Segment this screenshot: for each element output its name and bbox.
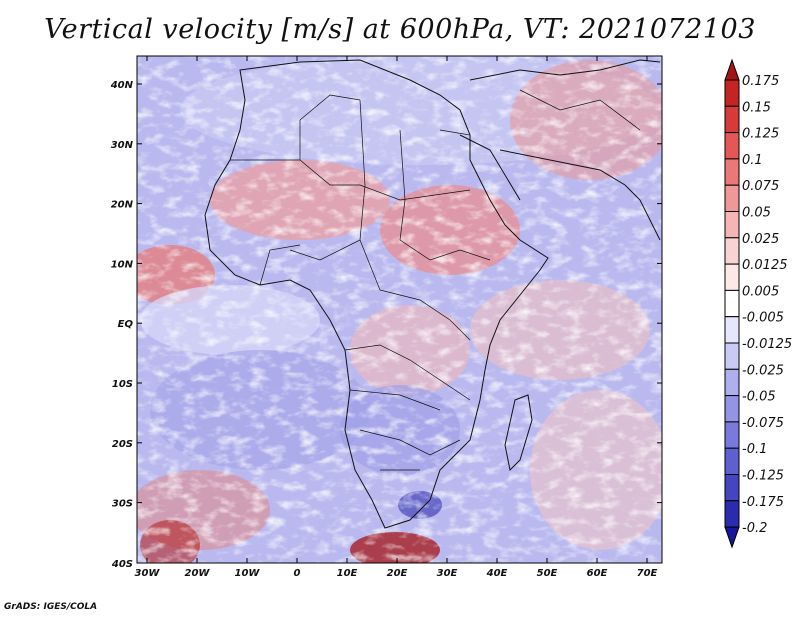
colorbar-swatch [724, 368, 740, 397]
lon-tick-label: 50E [537, 568, 558, 579]
lon-tick-label: 60E [587, 568, 608, 579]
colorbar-swatch [724, 474, 740, 502]
colorbar-swatch [724, 500, 740, 528]
colorbar-bottom-arrow [724, 526, 740, 549]
colorbar-swatch [724, 237, 740, 265]
colorbar-swatch [724, 211, 740, 239]
lat-tick-label: 10N [111, 259, 134, 270]
colorbar-label: 0.005 [742, 284, 779, 299]
lon-tick-label: 20E [387, 568, 408, 579]
latitude-axis: 40N 30N 20N 10N EQ 10S 20S 30S 40S [110, 80, 662, 570]
colorbar-swatch [724, 316, 740, 344]
grads-credit: GrADS: IGES/COLA [4, 602, 98, 612]
colorbar-swatch [724, 421, 740, 449]
colorbar-label: 0.125 [742, 127, 779, 142]
colorbar-label: -0.0125 [742, 337, 792, 352]
chart-title: Vertical velocity [m/s] at 600hPa, VT: 2… [44, 14, 756, 45]
colorbar-label: 0.025 [742, 232, 779, 247]
colorbar-label: -0.1 [742, 442, 767, 457]
colorbar-label: 0.15 [742, 100, 771, 115]
colorbar-label: 0.1 [742, 153, 763, 168]
lat-tick-label: 40S [111, 559, 133, 570]
lat-tick-label: 30N [111, 140, 134, 151]
colorbar-swatch [724, 158, 740, 186]
lon-tick-label: 40E [486, 568, 508, 579]
colorbar-swatch [724, 79, 740, 107]
lat-tick-label: EQ [118, 319, 134, 330]
colorbar-label: 0.075 [742, 179, 779, 194]
lat-tick-label: 10S [112, 379, 133, 390]
lat-tick-label: 40N [110, 80, 134, 91]
colorbar-swatch [724, 184, 740, 212]
colorbar-label: -0.2 [742, 521, 767, 536]
velocity-field [137, 56, 662, 563]
lon-tick-label: 30E [437, 568, 458, 579]
lon-tick-label: 0 [294, 568, 301, 579]
colorbar-label: 0.0125 [742, 258, 788, 273]
colorbar: 0.175 0.15 0.125 0.1 0.075 0.05 0.025 0.0125 0.0… [724, 58, 792, 549]
lon-tick-label: 10E [337, 568, 358, 579]
lat-tick-label: 20N [111, 200, 134, 211]
colorbar-swatch [724, 447, 740, 476]
colorbar-label: -0.175 [742, 495, 784, 510]
colorbar-label: -0.075 [742, 416, 784, 431]
lon-tick-label: 10W [235, 568, 261, 579]
lat-tick-label: 30S [112, 499, 133, 510]
colorbar-label: 0.05 [742, 206, 771, 221]
colorbar-label: -0.125 [742, 469, 784, 484]
colorbar-swatch [724, 289, 740, 318]
longitude-axis: 30W 20W 10W 0 10E 20E 30E 40E 50E 60E 70E [135, 56, 658, 579]
colorbar-label: 0.175 [742, 74, 779, 89]
colorbar-swatch [724, 342, 740, 370]
colorbar-label: -0.025 [742, 363, 784, 378]
colorbar-swatch [724, 395, 740, 423]
colorbar-label: -0.05 [742, 390, 776, 405]
lon-tick-label: 20W [185, 568, 211, 579]
colorbar-swatch [724, 263, 740, 291]
colorbar-swatch [724, 105, 740, 134]
colorbar-swatch [724, 132, 740, 160]
lon-tick-label: 70E [637, 568, 658, 579]
lat-tick-label: 20S [112, 439, 133, 450]
country-borders [230, 89, 641, 471]
lon-tick-label: 30W [135, 568, 161, 579]
colorbar-top-arrow [724, 58, 740, 81]
colorbar-label: -0.005 [742, 311, 784, 326]
